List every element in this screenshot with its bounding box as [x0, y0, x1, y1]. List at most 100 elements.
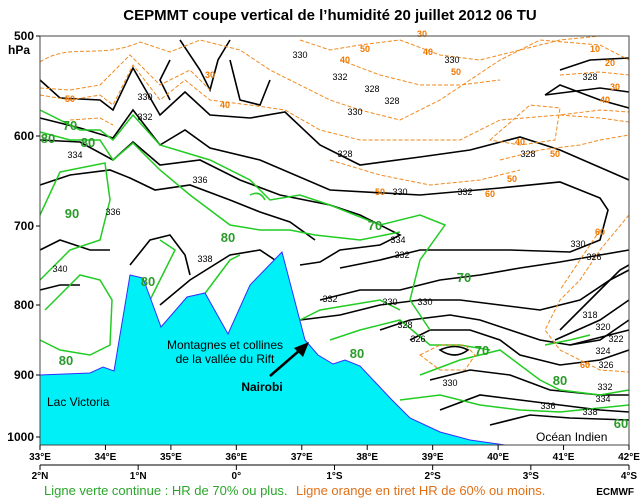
- humidity-high-contour: [249, 192, 266, 201]
- humidity-high-contour: [299, 299, 401, 321]
- longitude-tick-label: 34°E: [95, 452, 117, 463]
- theta-e-contour: [159, 249, 276, 306]
- humidity-low-label: 40: [340, 55, 350, 65]
- annotation-nairobi: Nairobi: [241, 380, 282, 394]
- theta-e-label: 324: [595, 346, 610, 356]
- humidity-low-contour: [39, 39, 630, 121]
- theta-e-label: 330: [392, 187, 407, 197]
- theta-e-contour: [159, 59, 171, 101]
- theta-e-label: 328: [384, 96, 399, 106]
- humidity-high-label: 90: [65, 206, 79, 221]
- humidity-high-contour: [329, 319, 491, 351]
- humidity-low-label: 30: [417, 29, 427, 39]
- longitude-tick-label: 37°E: [291, 452, 313, 463]
- terrain-profile: [39, 251, 506, 446]
- humidity-low-contour: [299, 35, 601, 61]
- theta-e-label: 332: [322, 294, 337, 304]
- footer-legend: Ligne verte continue : HR de 70% ou plus…: [44, 482, 545, 499]
- longitude-tick-label: 41°E: [553, 452, 575, 463]
- longitude-tick-label: 38°E: [356, 452, 378, 463]
- theta-e-label: 332: [597, 382, 612, 392]
- theta-e-label: 322: [608, 334, 623, 344]
- longitude-tick-label: 42°E: [618, 452, 640, 463]
- humidity-high-contour: [39, 274, 113, 356]
- humidity-low-contour: [39, 64, 630, 141]
- humidity-high-contour: [39, 131, 401, 241]
- annotation-mountains-2: de la vallée du Rift: [176, 352, 275, 366]
- theta-e-label: 328: [337, 149, 352, 159]
- theta-e-label: 336: [105, 207, 120, 217]
- humidity-high-label: 80: [81, 135, 95, 150]
- source-logo: ECMWF: [596, 487, 634, 498]
- latitude-tick-label: 2°S: [425, 471, 442, 482]
- humidity-high-label: 70: [368, 218, 382, 233]
- theta-e-label: 328: [520, 149, 535, 159]
- y-tick-label: 1000: [7, 430, 34, 444]
- humidity-low-contour: [499, 134, 630, 161]
- latitude-tick-label: 1°N: [130, 471, 147, 482]
- humidity-high-label: 80: [350, 346, 364, 361]
- humidity-high-contour: [544, 334, 591, 346]
- theta-e-label: 326: [410, 334, 425, 344]
- humidity-low-contour: [69, 117, 114, 126]
- humidity-high-contour: [399, 394, 630, 413]
- y-tick-label: 800: [14, 298, 34, 312]
- humidity-high-label: 80: [553, 373, 567, 388]
- theta-e-label: 332: [394, 250, 409, 260]
- humidity-high-label: 70: [475, 343, 489, 358]
- theta-e-label: 334: [67, 150, 82, 160]
- humidity-low-contour: [339, 59, 501, 86]
- theta-e-label: 330: [347, 107, 362, 117]
- humidity-high-contour: [39, 162, 111, 281]
- legend-orange: Ligne orange en tiret HR de 60% ou moins…: [296, 483, 545, 498]
- annotation-lake: Lac Victoria: [47, 395, 110, 409]
- humidity-high-label: 60: [614, 416, 628, 431]
- theta-e-label: 330: [417, 297, 432, 307]
- theta-e-contour: [39, 108, 609, 269]
- axes: 500 600 700 800 900 1000 33°E 34°E 35°E 36°E 37°E 3…: [7, 29, 640, 482]
- theta-e-label: 326: [598, 360, 613, 370]
- humidity-high-contour: [149, 239, 176, 301]
- y-tick-label: 900: [14, 368, 34, 382]
- latitude-tick-label: 0°: [232, 471, 242, 482]
- nairobi-arrow-icon: [269, 342, 309, 377]
- terrain-layer: [39, 251, 506, 446]
- theta-e-label: 332: [137, 112, 152, 122]
- longitude-tick-label: 39°E: [422, 452, 444, 463]
- theta-e-contour: [554, 264, 630, 346]
- humidity-low-label: 40: [515, 137, 525, 147]
- humidity-low-label: 60: [485, 189, 495, 199]
- humidity-low-contour: [559, 71, 630, 123]
- chart-title: CEPMMT coupe vertical de l’humidité 20 j…: [123, 7, 536, 24]
- theta-e-contour: [39, 239, 110, 251]
- contour-layer: [39, 35, 630, 426]
- annotation-ocean: Océan Indien: [536, 430, 607, 444]
- humidity-low-label: 50: [507, 174, 517, 184]
- theta-e-label: 336: [192, 175, 207, 185]
- theta-e-contour: [39, 169, 316, 241]
- theta-e-label: 330: [442, 378, 457, 388]
- humidity-low-label: 40: [600, 95, 610, 105]
- theta-e-label: 332: [457, 187, 472, 197]
- y-tick-label: 700: [14, 219, 34, 233]
- y-tick-label: 600: [14, 129, 34, 143]
- theta-e-label: 330: [382, 297, 397, 307]
- theta-e-contour: [299, 269, 630, 321]
- humidity-high-label: 80: [221, 230, 235, 245]
- theta-e-label: 336: [540, 401, 555, 411]
- theta-e-label: 330: [292, 50, 307, 60]
- y-axis-unit: hPa: [8, 43, 30, 57]
- humidity-low-label: 60: [595, 227, 605, 237]
- theta-e-contour: [439, 394, 630, 413]
- humidity-low-contour: [329, 159, 521, 186]
- humidity-high-contour: [39, 109, 447, 331]
- theta-e-contour: [129, 234, 191, 276]
- plot-frame: [39, 35, 630, 446]
- humidity-high-label: 70: [63, 118, 77, 133]
- humidity-low-contour: [544, 214, 630, 373]
- latitude-tick-label: 1°S: [326, 471, 343, 482]
- theta-e-label: 328: [397, 320, 412, 330]
- humidity-low-label: 20: [605, 58, 615, 68]
- theta-e-label: 334: [595, 394, 610, 404]
- longitude-tick-label: 35°E: [160, 452, 182, 463]
